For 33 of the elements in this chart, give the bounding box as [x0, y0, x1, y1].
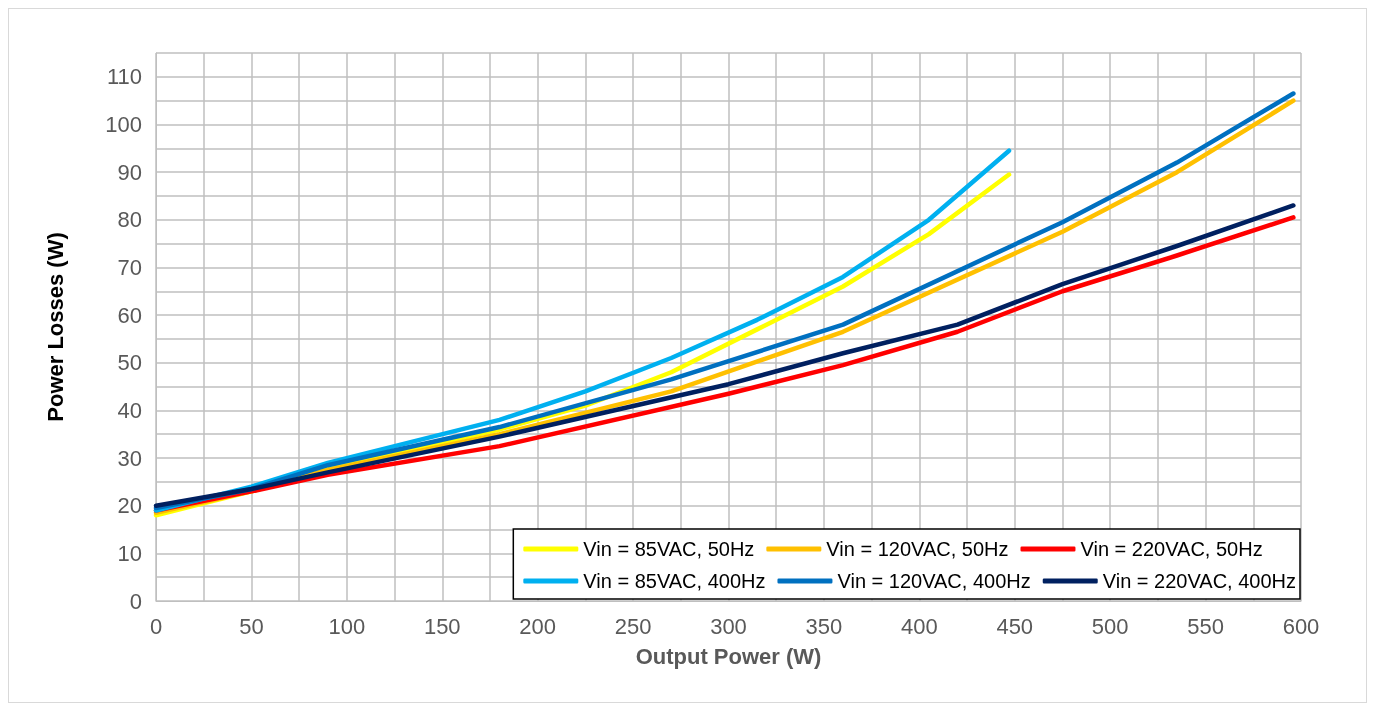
- y-axis-title: Power Losses (W): [42, 232, 68, 422]
- y-tick-label: 10: [117, 540, 142, 566]
- legend-label: Vin = 120VAC, 50Hz: [826, 538, 1009, 560]
- x-tick-label: 200: [519, 613, 557, 639]
- x-tick-label: 100: [328, 613, 366, 639]
- y-tick-label: 0: [129, 588, 142, 614]
- y-tick-label: 60: [117, 302, 142, 328]
- y-tick-label: 100: [105, 111, 142, 137]
- x-tick-label: 0: [149, 613, 163, 639]
- legend-label: Vin = 220VAC, 400Hz: [1102, 570, 1297, 592]
- y-tick-label: 50: [117, 350, 142, 376]
- y-tick-label: 40: [117, 397, 142, 423]
- y-tick-label: 80: [117, 207, 142, 233]
- x-tick-label: 50: [239, 613, 264, 639]
- x-tick-label: 250: [614, 613, 652, 639]
- x-tick-label: 450: [996, 613, 1034, 639]
- x-axis-title: Output Power (W): [635, 643, 822, 669]
- x-tick-label: 150: [423, 613, 461, 639]
- y-tick-label: 110: [106, 64, 142, 90]
- x-tick-label: 550: [1187, 613, 1224, 639]
- y-tick-label: 70: [117, 254, 142, 280]
- x-tick-label: 300: [710, 613, 747, 639]
- legend-label: Vin = 85VAC, 50Hz: [583, 538, 755, 560]
- legend-label: Vin = 120VAC, 400Hz: [837, 570, 1031, 592]
- y-tick-label: 30: [117, 445, 142, 471]
- x-tick-label: 350: [805, 613, 843, 639]
- x-tick-label: 500: [1091, 613, 1129, 639]
- y-tick-label: 90: [117, 159, 142, 185]
- x-tick-label: 400: [900, 613, 938, 639]
- x-tick-label: 600: [1282, 613, 1320, 639]
- legend-label: Vin = 220VAC, 50Hz: [1080, 538, 1263, 560]
- legend-label: Vin = 85VAC, 400Hz: [583, 570, 766, 592]
- y-tick-label: 20: [117, 493, 142, 519]
